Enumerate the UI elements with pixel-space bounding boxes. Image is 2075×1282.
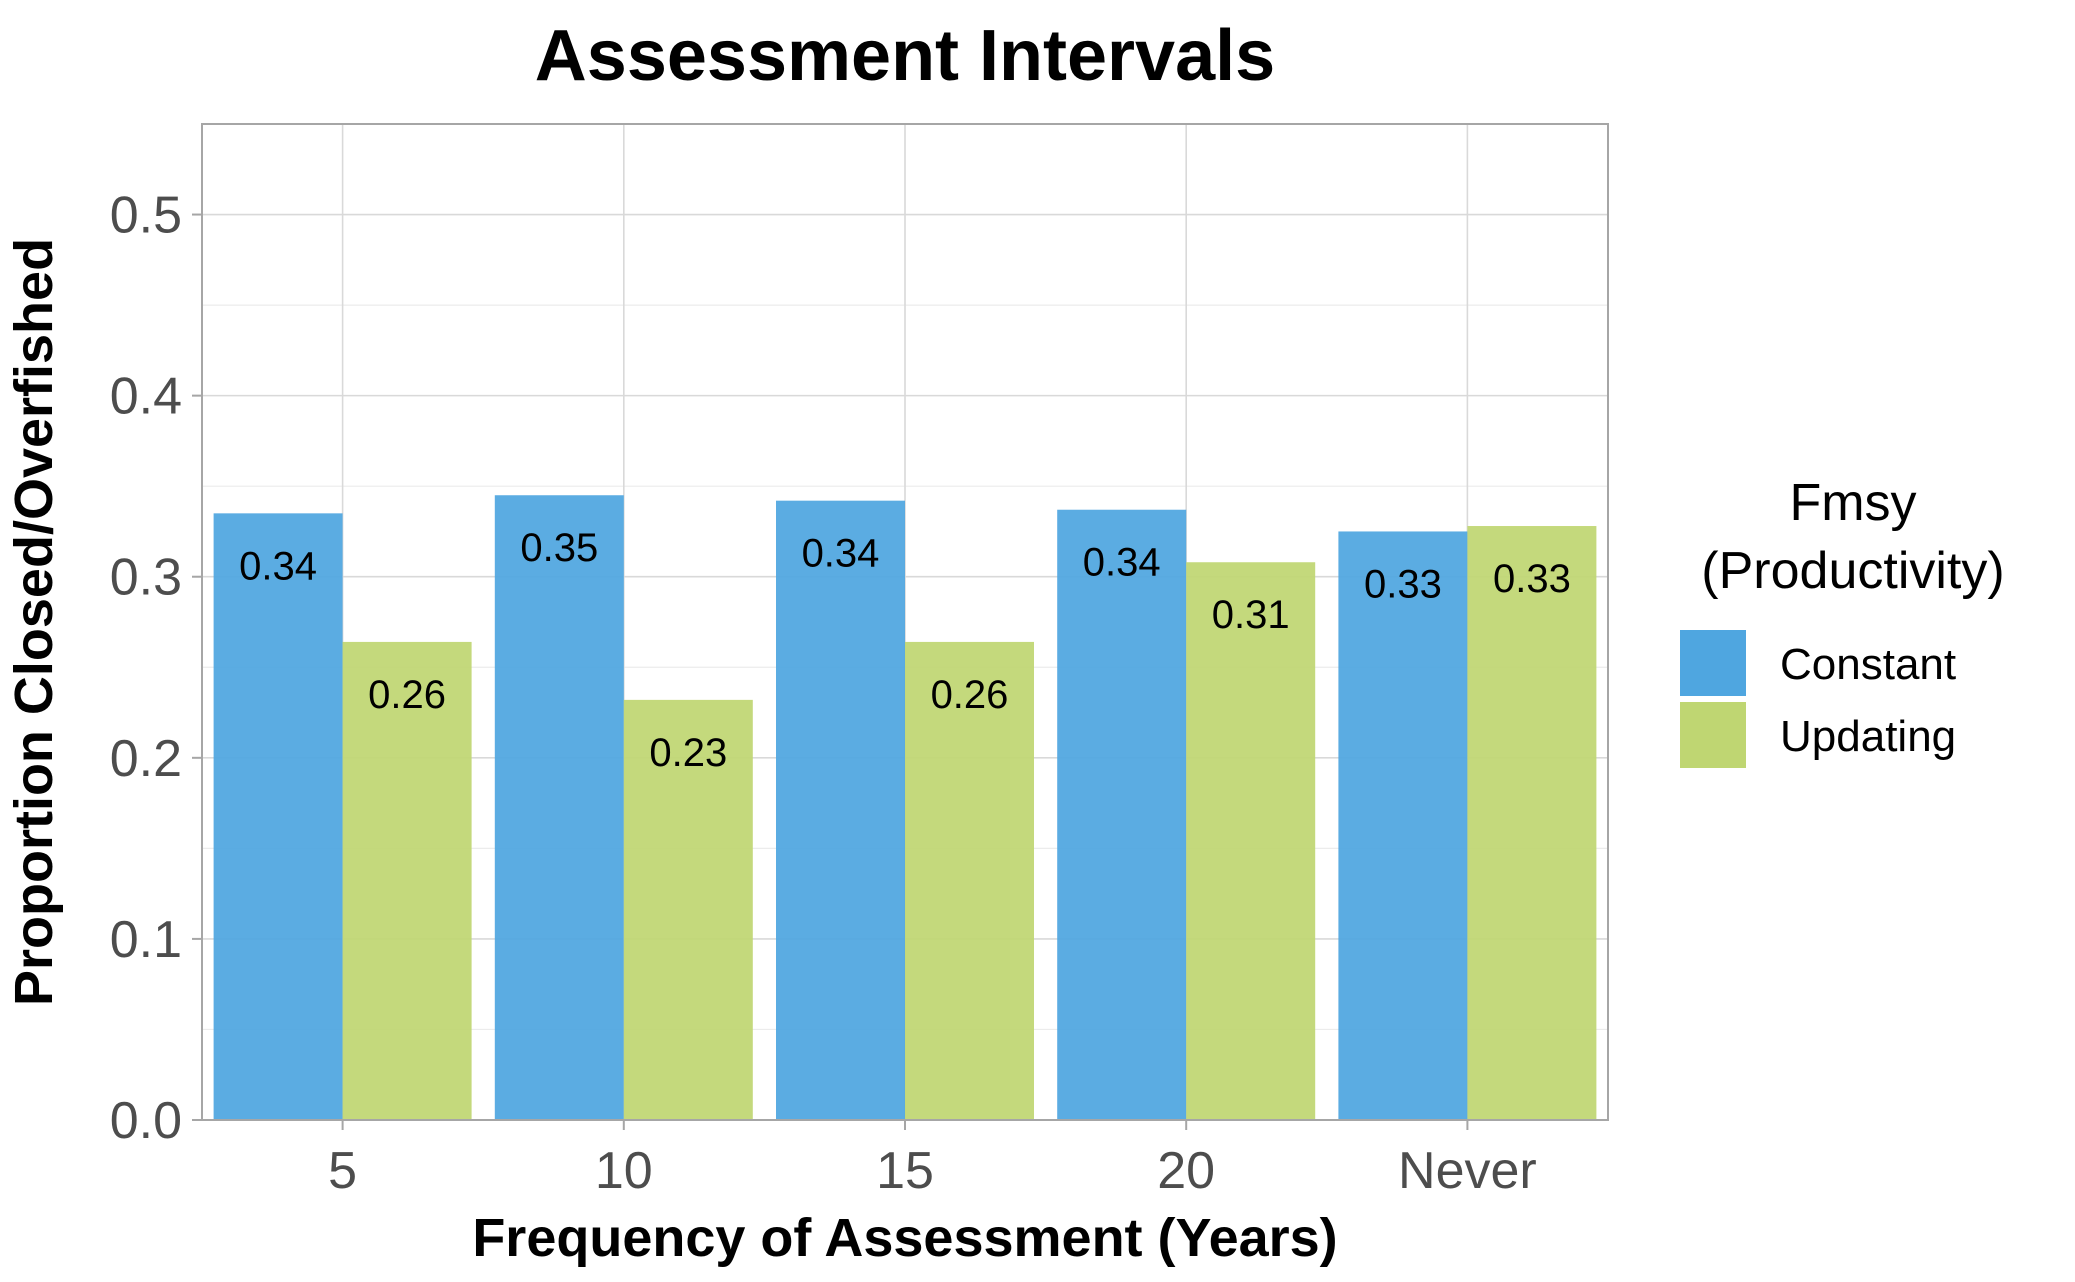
y-axis-title: Proportion Closed/Overfished [4,238,64,1006]
bar-value-label: 0.34 [239,544,317,588]
bar-value-label: 0.34 [1083,541,1161,585]
bar-updating-never [1467,526,1597,1120]
y-axis: 0.0 0.1 0.2 0.3 0.4 0.5 [110,187,202,1150]
y-tick-label: 0.2 [110,730,182,788]
y-tick-label: 0.1 [110,911,182,969]
y-tick-label: 0.4 [110,368,182,426]
legend-title-line-2: (Productivity) [1701,542,2004,600]
bar-value-label: 0.26 [931,673,1009,717]
legend-key-constant [1680,630,1746,696]
x-tick-label: 15 [876,1142,934,1200]
bar-value-label: 0.23 [649,731,727,775]
bar-value-label: 0.26 [368,673,446,717]
x-axis: 5 10 15 20 Never [328,1120,1537,1200]
y-tick-label: 0.5 [110,187,182,245]
bar-value-label: 0.31 [1212,593,1290,637]
legend-label-updating: Updating [1780,712,1956,761]
legend: Fmsy (Productivity) Constant Updating [1680,474,2005,768]
bar-value-label: 0.33 [1493,557,1571,601]
legend-label-constant: Constant [1780,640,1956,689]
bar-labels-group: 0.34 0.26 0.35 0.23 0.34 0.26 0.34 0.31 0.33 0.33 [239,526,1571,775]
y-tick-label: 0.0 [110,1092,182,1150]
legend-title-line-1: Fmsy [1789,474,1916,532]
chart-title: Assessment Intervals [535,16,1275,96]
bar-value-label: 0.33 [1364,562,1442,606]
legend-key-updating [1680,702,1746,768]
bar-constant-15 [776,500,905,1121]
bar-constant-never [1338,531,1468,1120]
x-tick-label: 10 [595,1142,653,1200]
bar-constant-5 [213,513,343,1120]
bar-updating-5 [342,641,472,1120]
bar-value-label: 0.34 [802,532,880,576]
x-tick-label: Never [1398,1142,1537,1200]
bar-constant-20 [1057,509,1187,1120]
x-tick-label: 20 [1157,1142,1215,1200]
x-tick-label: 5 [328,1142,357,1200]
y-tick-label: 0.3 [110,549,182,607]
bar-value-label: 0.35 [520,526,598,570]
bar-constant-10 [494,495,624,1121]
bar-updating-20 [1186,562,1316,1120]
bars-group [213,495,1597,1121]
bar-updating-15 [905,641,1034,1120]
bar-updating-10 [623,699,753,1120]
x-axis-title: Frequency of Assessment (Years) [472,1208,1337,1268]
